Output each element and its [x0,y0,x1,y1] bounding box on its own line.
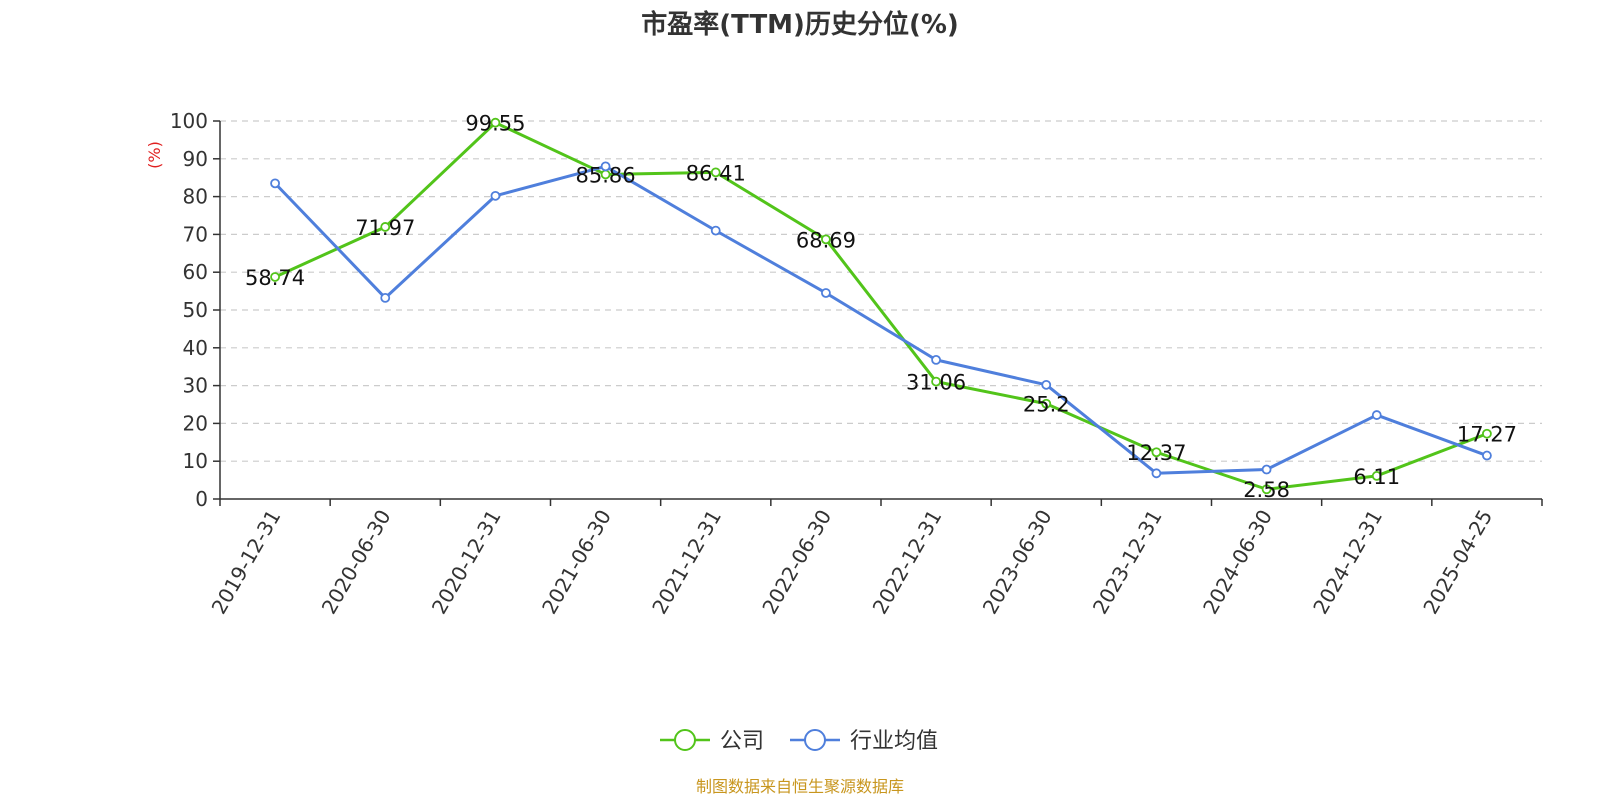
series-0-point [1041,398,1052,409]
series-1-point [1371,410,1382,420]
series-0-point [931,376,941,387]
data-label: 31.06 [906,371,966,395]
data-label: 12.37 [1126,441,1186,465]
series-1-point [821,288,831,298]
series-1-point [1261,464,1272,475]
data-label: 6.11 [1353,465,1400,489]
data-label: 68.69 [796,228,856,252]
series-0-point [380,222,391,232]
grid-lines [220,120,1542,462]
y-tick-label: 20 [183,411,208,435]
x-tick-label: 2023-12-31 [1088,506,1167,619]
x-tick-label: 2024-06-30 [1198,506,1277,619]
series-0-point [710,167,721,178]
series-0-point [821,234,831,245]
legend-label-1: 行业均值 [850,729,938,754]
data-label: 58.74 [245,266,305,290]
x-tick-label: 2020-12-31 [427,505,506,618]
series-0-point [1371,471,1382,481]
y-tick-label: 60 [183,260,208,284]
series-1-point [600,161,611,172]
y-tick-label: 100 [170,109,208,133]
y-tick-label: 70 [183,222,208,246]
legend-label-0: 公司 [720,729,764,754]
x-tick-label: 2024-12-31 [1308,506,1387,619]
data-label: 86.41 [686,161,746,185]
y-tick-label: 90 [183,147,208,171]
x-tick-label: 2019-12-31 [207,506,286,619]
y-tick-label: 10 [183,449,208,473]
x-tick-label: 2023-06-30 [978,506,1057,619]
series-1-point [270,178,280,189]
series-1-point [1151,468,1162,479]
series-line-1 [274,164,1488,475]
x-tick-label: 2021-06-30 [537,506,616,619]
series-0-point [1482,428,1492,439]
y-axis: 0 10 20 30 40 50 60 70 80 90 100 [170,109,221,511]
series-1-point [490,190,501,201]
series-0-point [270,272,280,282]
series-1-point [710,225,721,236]
y-axis-label: (%) [145,141,164,169]
y-tick-label: 40 [183,336,208,360]
x-axis: 2019-12-31 2020-06-30 2020-12-31 2021-06-30… [207,498,1543,619]
data-label: 2.58 [1243,478,1290,502]
x-tick-label: 2020-06-30 [317,506,396,619]
data-label: 85.86 [576,163,636,187]
data-label: 99.55 [465,112,525,136]
x-tick-label: 2022-06-30 [757,506,836,619]
data-labels: 58.74 71.97 99.55 85.86 86.41 68.69 31.06 25.2 1… [245,112,1517,503]
y-tick-label: 30 [183,374,208,398]
x-tick-label: 2021-12-31 [647,506,726,619]
y-tick-label: 50 [183,298,208,322]
series-line-0 [274,121,1488,491]
series-lines [270,117,1492,495]
y-tick-label: 0 [195,487,208,511]
legend-marker-0 [674,729,696,751]
data-label: 17.27 [1457,423,1517,447]
data-label: 25.2 [1023,393,1070,417]
series-1-point [1482,450,1492,461]
series-0-point [1261,484,1272,495]
x-tick-label: 2022-12-31 [868,505,947,618]
legend-marker-1 [804,729,826,751]
series-0-point [490,117,501,128]
data-label: 71.97 [355,216,415,240]
series-1-point [1041,379,1052,390]
series-0-point [1151,447,1162,458]
y-tick-label: 80 [183,185,208,209]
series-1-point [380,293,391,303]
chart-title: 市盈率(TTM)历史分位(%) [641,9,959,40]
series-1-point [931,354,941,365]
legend: 公司 行业均值 [660,729,938,754]
data-source-note: 制图数据来自恒生聚源数据库 [696,777,904,796]
x-tick-label: 2025-04-25 [1418,506,1497,619]
